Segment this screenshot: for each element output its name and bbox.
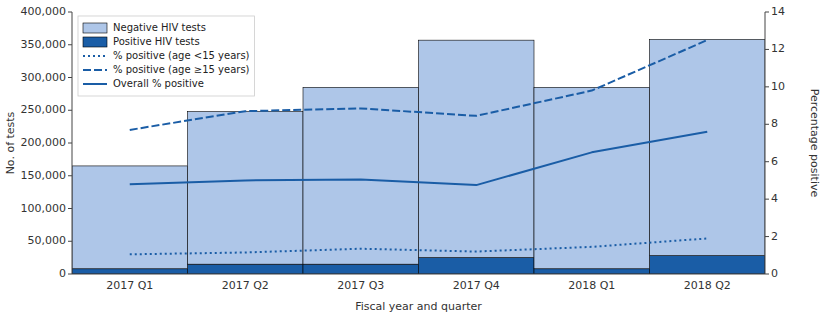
y-tick-label: 50,000 bbox=[28, 234, 67, 247]
y2-tick-label: 2 bbox=[771, 230, 778, 243]
y-tick-label: 0 bbox=[59, 267, 66, 280]
legend-label: % positive (age ≥15 years) bbox=[113, 64, 250, 75]
y-tick bbox=[68, 143, 72, 144]
y-tick bbox=[68, 12, 72, 13]
x-tick-label: 2017 Q2 bbox=[222, 279, 269, 292]
y-tick bbox=[68, 110, 72, 111]
line bbox=[130, 238, 708, 254]
bar bbox=[534, 269, 650, 274]
y2-tick bbox=[765, 86, 769, 87]
y-tick-label: 300,000 bbox=[21, 71, 67, 84]
y2-tick-label: 4 bbox=[771, 192, 778, 205]
bar bbox=[650, 256, 766, 274]
y-tick bbox=[68, 175, 72, 176]
y2-axis-title: Percentage positive bbox=[808, 89, 821, 198]
bar bbox=[303, 87, 419, 264]
x-axis-line bbox=[72, 274, 765, 275]
x-tick-label: 2017 Q4 bbox=[453, 279, 500, 292]
y-tick bbox=[68, 208, 72, 209]
y2-tick bbox=[765, 49, 769, 50]
legend-swatch bbox=[83, 55, 107, 57]
legend-label: Negative HIV tests bbox=[113, 22, 206, 33]
legend-label: % positive (age <15 years) bbox=[113, 50, 250, 61]
axes: 0 50,000 100,000 150,000 200,000 250,000 300,0… bbox=[4, 5, 821, 313]
legend-swatch bbox=[83, 23, 107, 33]
legend-swatch bbox=[83, 83, 107, 85]
y-tick bbox=[68, 44, 72, 45]
bar bbox=[188, 264, 304, 274]
y-tick-label: 350,000 bbox=[21, 38, 67, 51]
bar bbox=[419, 258, 535, 274]
y-tick-label: 400,000 bbox=[21, 5, 67, 18]
y2-tick bbox=[765, 199, 769, 200]
bar bbox=[72, 269, 188, 274]
y2-axis-line bbox=[765, 12, 766, 274]
legend-label: Positive HIV tests bbox=[113, 36, 200, 47]
y-tick bbox=[68, 274, 72, 275]
x-tick-label: 2017 Q3 bbox=[337, 279, 384, 292]
bar bbox=[650, 40, 766, 256]
x-tick-label: 2018 Q1 bbox=[568, 279, 615, 292]
bar bbox=[419, 40, 535, 257]
y2-tick-label: 0 bbox=[771, 267, 778, 280]
y-tick bbox=[68, 77, 72, 78]
bar bbox=[303, 264, 419, 274]
legend-background bbox=[78, 16, 255, 96]
bar bbox=[534, 87, 650, 268]
y-tick-label: 200,000 bbox=[21, 136, 67, 149]
y2-tick-label: 6 bbox=[771, 155, 778, 168]
y2-tick-label: 14 bbox=[771, 5, 785, 18]
legend-swatch bbox=[83, 69, 107, 71]
chart: 0 50,000 100,000 150,000 200,000 250,000 300,0… bbox=[0, 0, 823, 318]
y-axis-title: No. of tests bbox=[4, 111, 17, 174]
y2-tick bbox=[765, 161, 769, 162]
y2-tick bbox=[765, 12, 769, 13]
bar bbox=[188, 112, 304, 265]
y2-tick-label: 8 bbox=[771, 117, 778, 130]
y2-tick bbox=[765, 124, 769, 125]
y2-tick bbox=[765, 236, 769, 237]
x-tick-label: 2017 Q1 bbox=[106, 279, 153, 292]
x-tick-label: 2018 Q2 bbox=[684, 279, 731, 292]
page: {"chart_data": {"type": "bar", "stacked"… bbox=[0, 0, 823, 318]
legend: Negative HIV tests Positive HIV tests % po… bbox=[78, 16, 255, 96]
y-tick-label: 250,000 bbox=[21, 103, 67, 116]
legend-label: Overall % positive bbox=[113, 78, 204, 89]
y2-tick bbox=[765, 274, 769, 275]
y2-tick-label: 10 bbox=[771, 80, 785, 93]
x-axis-title: Fiscal year and quarter bbox=[355, 300, 482, 313]
y-tick bbox=[68, 241, 72, 242]
legend-swatch bbox=[83, 37, 107, 47]
y2-tick-label: 12 bbox=[771, 42, 785, 55]
plot-area bbox=[72, 40, 765, 274]
line bbox=[130, 132, 708, 185]
y-tick-label: 100,000 bbox=[21, 202, 67, 215]
y-tick-label: 150,000 bbox=[21, 169, 67, 182]
